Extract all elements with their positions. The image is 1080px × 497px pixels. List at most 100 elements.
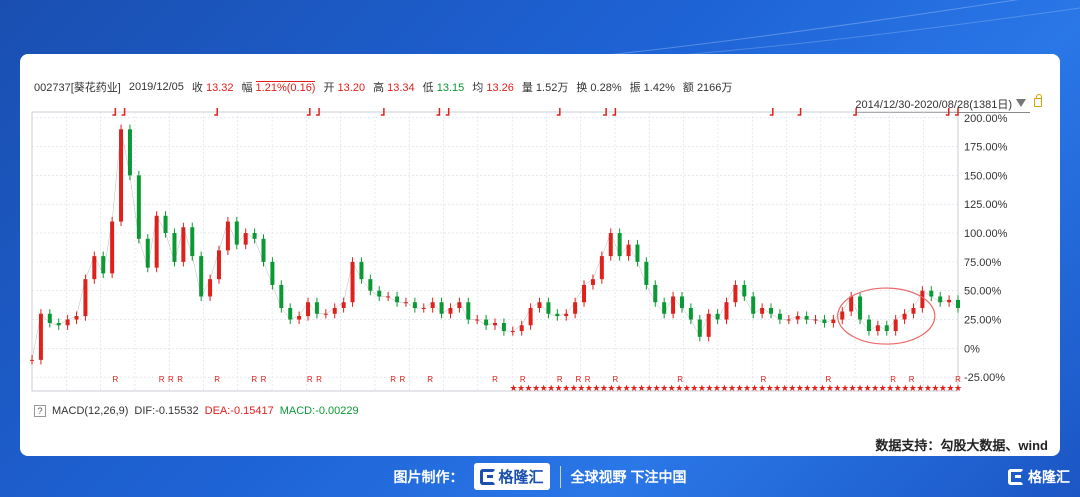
star-marker: ★ bbox=[751, 384, 759, 394]
y-tick-label: 25.00% bbox=[964, 315, 1002, 327]
price-candle bbox=[929, 290, 934, 297]
price-candle bbox=[715, 313, 720, 320]
y-tick-label: 175.00% bbox=[964, 142, 1008, 154]
star-marker: ★ bbox=[924, 384, 932, 394]
price-candle bbox=[136, 175, 141, 239]
price-candle bbox=[181, 227, 186, 262]
star-marker: ★ bbox=[758, 384, 766, 394]
price-candle bbox=[866, 319, 871, 332]
price-candle bbox=[760, 307, 765, 314]
star-marker: ★ bbox=[577, 384, 585, 394]
price-candle bbox=[119, 129, 124, 222]
star-marker: ★ bbox=[909, 384, 917, 394]
data-source: 数据支持：勾股大数据、wind bbox=[875, 438, 1048, 453]
star-marker: ★ bbox=[562, 384, 570, 394]
r-marker: R bbox=[307, 375, 313, 384]
price-candle bbox=[83, 279, 88, 317]
price-candle bbox=[412, 302, 417, 308]
brand-name: 格隆汇 bbox=[498, 469, 544, 486]
star-marker: ★ bbox=[555, 384, 563, 394]
macd-label[interactable]: MACD(12,26,9) bbox=[52, 405, 129, 417]
price-candle bbox=[216, 250, 221, 280]
price-candle bbox=[804, 316, 809, 320]
top-flag-marker bbox=[380, 108, 385, 116]
price-candle bbox=[795, 316, 800, 320]
low-value: 13.15 bbox=[436, 82, 465, 94]
avg-value: 13.26 bbox=[486, 82, 514, 94]
star-marker: ★ bbox=[532, 384, 540, 394]
star-marker: ★ bbox=[622, 384, 630, 394]
price-candle bbox=[501, 322, 506, 332]
price-candle bbox=[421, 307, 426, 309]
star-marker: ★ bbox=[600, 384, 608, 394]
price-candle bbox=[430, 302, 435, 308]
top-flag-marker bbox=[306, 108, 311, 116]
made-by-label: 图片制作： bbox=[393, 468, 464, 485]
price-chart: 200.00% 175.00% 150.00% 125.00% 100.00% 75.00… bbox=[30, 108, 1008, 394]
star-marker: ★ bbox=[705, 384, 713, 394]
quote-date: 2019/12/05 bbox=[128, 81, 184, 93]
lock-icon[interactable] bbox=[1034, 94, 1042, 107]
price-candle bbox=[626, 244, 631, 257]
price-candle bbox=[199, 256, 204, 297]
price-candle bbox=[893, 319, 898, 332]
star-marker: ★ bbox=[931, 384, 939, 394]
r-marker: R bbox=[168, 375, 174, 384]
r-marker: R bbox=[427, 375, 433, 384]
top-flag-marker bbox=[214, 108, 218, 116]
low-label: 低 bbox=[422, 82, 434, 94]
star-marker: ★ bbox=[570, 384, 578, 394]
r-marker: R bbox=[112, 375, 118, 384]
price-candle bbox=[288, 307, 293, 320]
star-marker: ★ bbox=[954, 384, 962, 394]
price-candle bbox=[163, 215, 168, 234]
price-candle bbox=[386, 296, 391, 298]
star-marker: ★ bbox=[781, 384, 789, 394]
star-marker: ★ bbox=[833, 384, 841, 394]
price-candle bbox=[510, 331, 515, 333]
price-candle bbox=[733, 284, 738, 303]
top-flag-marker bbox=[797, 108, 802, 116]
r-marker: R bbox=[825, 375, 831, 384]
price-candle bbox=[466, 302, 471, 320]
price-candle bbox=[314, 302, 319, 314]
star-marker: ★ bbox=[653, 384, 661, 394]
price-candle bbox=[243, 233, 248, 245]
top-flag-marker bbox=[853, 108, 857, 116]
footer: 图片制作： 格隆汇 全球视野 下注中国 bbox=[0, 456, 1080, 497]
price-candle bbox=[261, 238, 266, 262]
price-candle bbox=[662, 302, 667, 314]
price-candle bbox=[154, 215, 159, 268]
r-marker: R bbox=[955, 375, 961, 384]
close-value: 13.32 bbox=[205, 82, 234, 94]
price-candle bbox=[911, 307, 916, 314]
star-marker: ★ bbox=[675, 384, 683, 394]
price-candle bbox=[697, 319, 702, 337]
price-candle bbox=[484, 319, 489, 326]
stock-code: 002737[葵花药业] bbox=[34, 82, 121, 94]
dropdown-triangle-icon[interactable] bbox=[1016, 99, 1026, 107]
help-icon[interactable]: ? bbox=[34, 405, 46, 417]
price-candle bbox=[448, 307, 453, 314]
top-flag-marker bbox=[769, 108, 774, 116]
star-marker: ★ bbox=[713, 384, 721, 394]
r-marker: R bbox=[390, 375, 396, 384]
change-value: 1.21%(0.16) bbox=[255, 81, 316, 94]
star-marker: ★ bbox=[540, 384, 548, 394]
price-candle bbox=[350, 261, 355, 303]
brand-g-icon bbox=[479, 468, 496, 485]
price-candle bbox=[947, 299, 952, 303]
price-candle bbox=[30, 359, 34, 361]
price-candle bbox=[537, 302, 542, 308]
turnover-label: 换 bbox=[576, 82, 588, 94]
top-flag-marker bbox=[603, 108, 607, 116]
star-marker: ★ bbox=[645, 384, 653, 394]
price-candle bbox=[813, 319, 818, 321]
price-candle bbox=[546, 302, 551, 314]
top-flag-marker bbox=[445, 108, 450, 116]
price-candle bbox=[769, 307, 774, 314]
y-tick-label: 50.00% bbox=[964, 286, 1002, 298]
r-marker: R bbox=[520, 375, 526, 384]
amount-value: 2166万 bbox=[696, 82, 733, 94]
price-candle bbox=[875, 325, 880, 332]
